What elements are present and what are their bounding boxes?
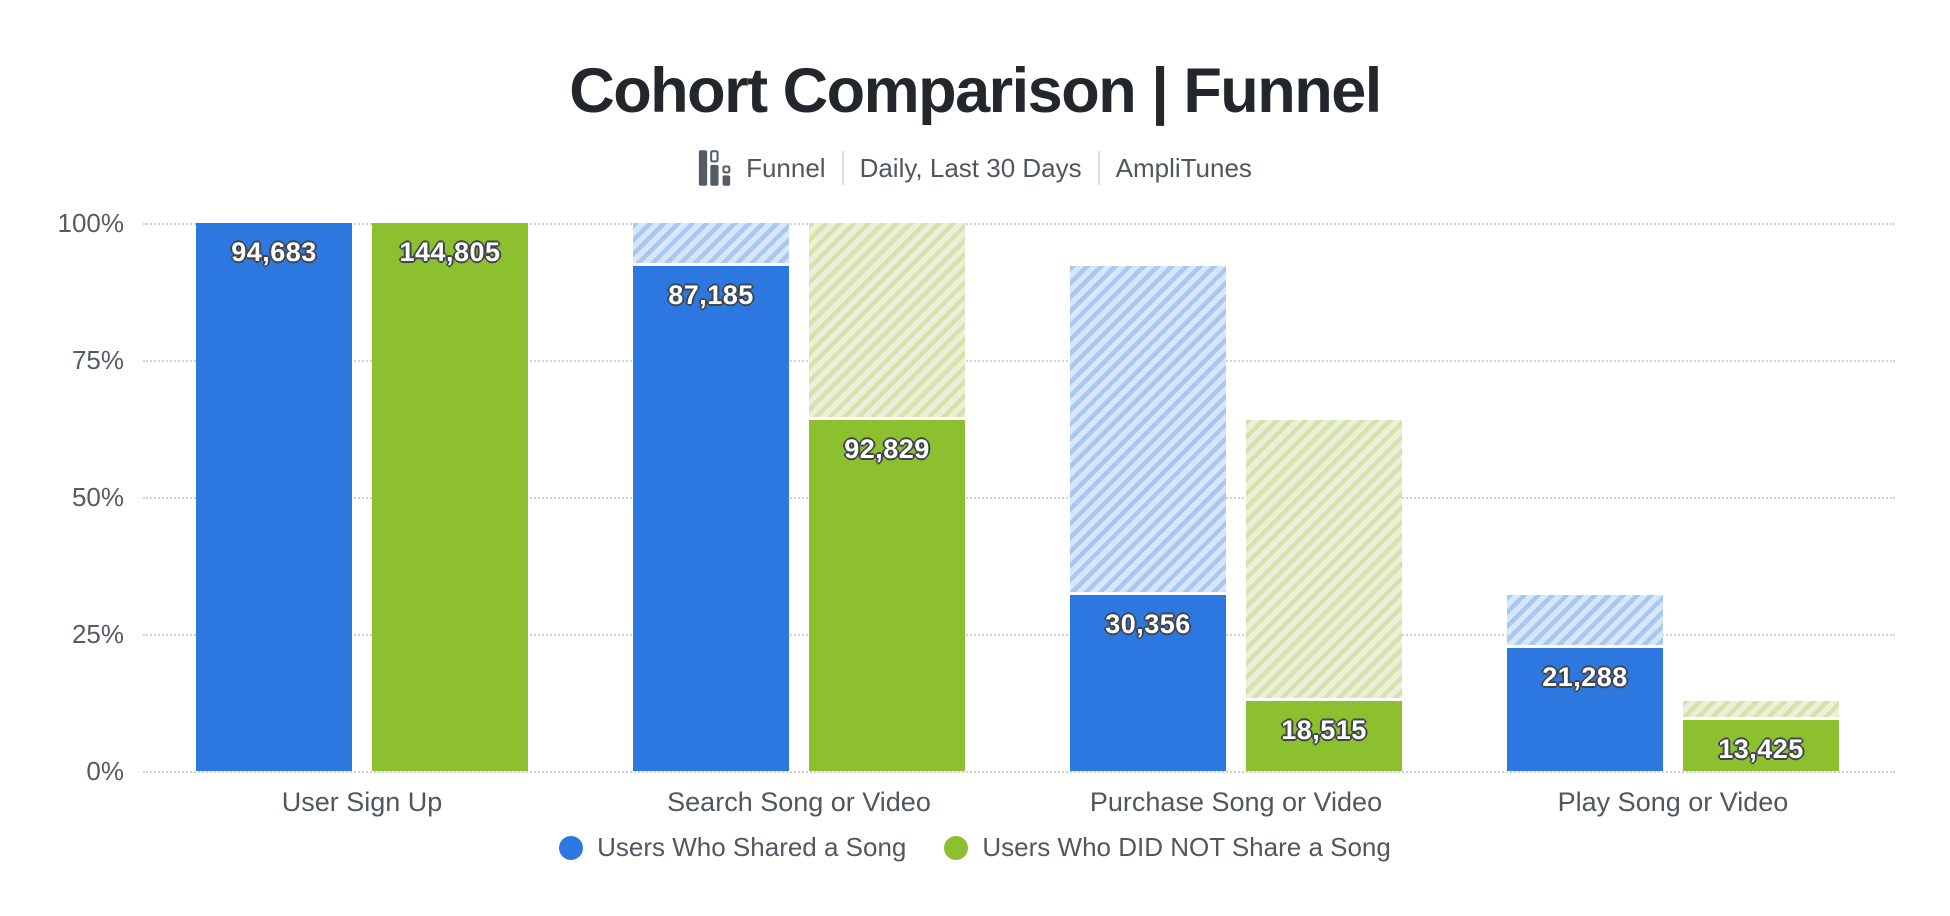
legend-dot-blue — [559, 835, 584, 860]
gridline — [143, 497, 1895, 499]
gridline — [143, 360, 1895, 362]
x-axis-label: Purchase Song or Video — [1089, 787, 1383, 817]
bar-dropoff-hatch[interactable] — [809, 223, 965, 417]
legend-label: Users Who DID NOT Share a Song — [982, 832, 1391, 862]
y-tick-label: 25% — [71, 619, 124, 649]
chart-subtitle-bar: Funnel Daily, Last 30 Days AmpliTunes — [0, 148, 1950, 188]
legend-dot-green — [944, 835, 969, 860]
subtitle-divider — [1097, 151, 1100, 185]
y-tick-label: 0% — [86, 756, 124, 786]
x-axis-label: Play Song or Video — [1557, 787, 1789, 817]
x-axis-label: User Sign Up — [281, 787, 443, 817]
subtitle-divider — [841, 151, 844, 185]
bar-solid[interactable] — [196, 223, 352, 771]
bar-solid[interactable] — [1246, 700, 1402, 771]
chart-type-chip: Funnel — [698, 149, 826, 187]
bar-value-label: 13,425 — [1718, 734, 1804, 765]
chart-legend: Users Who Shared a Song Users Who DID NO… — [0, 832, 1950, 863]
bar-dropoff-hatch[interactable] — [1070, 266, 1226, 593]
bar-solid[interactable] — [1507, 647, 1663, 771]
funnel-chart-icon — [698, 150, 731, 186]
bar-solid[interactable] — [372, 223, 528, 771]
legend-label: Users Who Shared a Song — [597, 832, 907, 862]
bar-solid[interactable] — [1683, 720, 1839, 771]
bar-dropoff-hatch[interactable] — [1683, 700, 1839, 718]
y-tick-label: 100% — [57, 208, 125, 238]
bar-dropoff-hatch[interactable] — [1246, 419, 1402, 698]
y-tick-label: 50% — [71, 482, 124, 512]
bar-solid[interactable] — [633, 266, 789, 771]
date-range-label: Daily, Last 30 Days — [859, 152, 1082, 183]
bar-value-label: 21,288 — [1542, 661, 1628, 692]
bar-value-label: 18,515 — [1281, 714, 1367, 745]
bar-value-label: 92,829 — [844, 433, 930, 464]
page-title: Cohort Comparison | Funnel — [569, 56, 1382, 126]
gridline — [143, 771, 1895, 773]
bar-dropoff-hatch[interactable] — [1507, 595, 1663, 645]
bar-value-label: 144,805 — [399, 237, 501, 267]
gridline — [143, 634, 1895, 636]
chart-type-label: Funnel — [746, 152, 826, 183]
bar-dropoff-hatch[interactable] — [633, 223, 789, 264]
gridline — [143, 223, 1895, 225]
bar-value-label: 94,683 — [231, 237, 317, 267]
y-tick-label: 75% — [71, 345, 124, 375]
chart-plot-area: 100% 75% 50% 25% 0% 94,683 87,185 30,356 21,288 1… — [58, 209, 1895, 817]
x-axis-label: Search Song or Video — [667, 787, 931, 817]
bar-solid[interactable] — [809, 419, 965, 771]
bar-value-label: 30,356 — [1105, 609, 1191, 640]
legend-item-shared[interactable]: Users Who Shared a Song — [559, 832, 906, 863]
bar-value-label: 87,185 — [668, 280, 754, 311]
app-name-label: AmpliTunes — [1115, 152, 1252, 183]
legend-item-not-shared[interactable]: Users Who DID NOT Share a Song — [944, 832, 1391, 863]
bar-solid[interactable] — [1070, 595, 1226, 771]
